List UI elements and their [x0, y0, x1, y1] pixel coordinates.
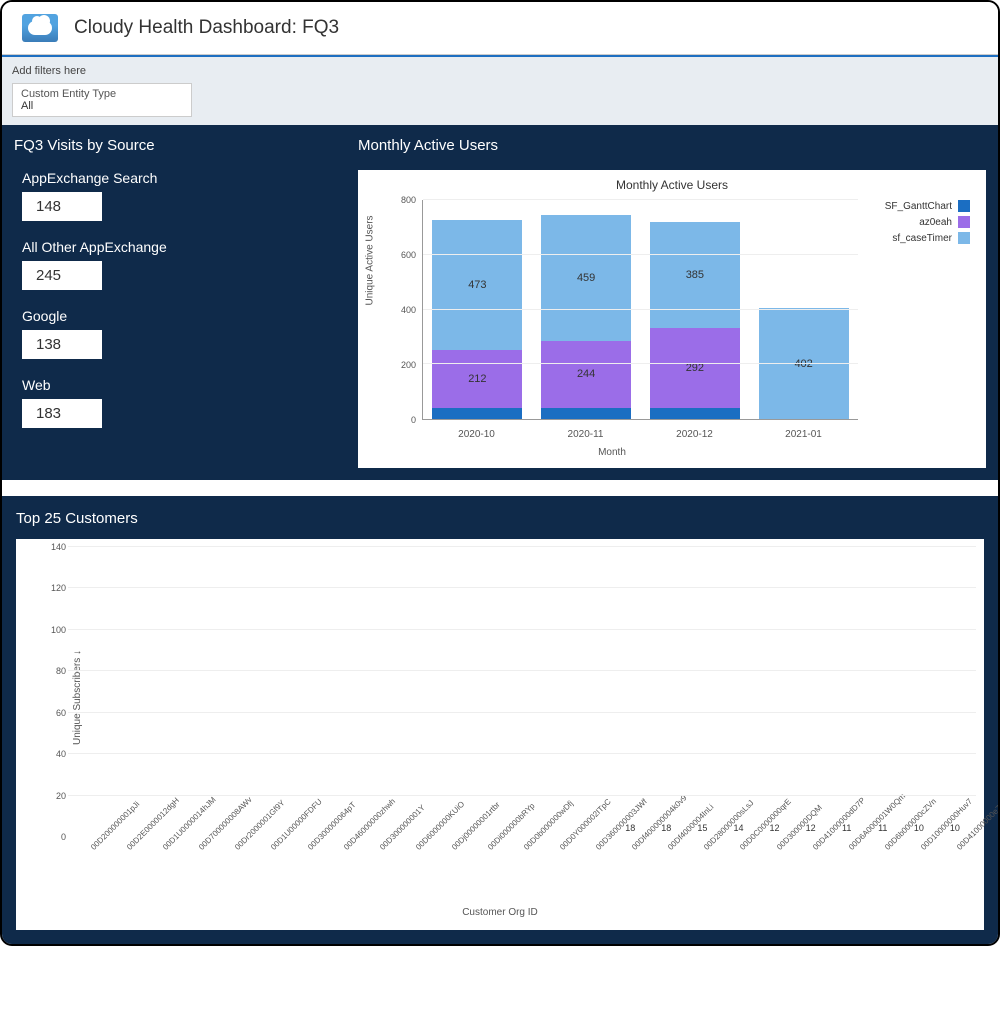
- top25-bar-value: 11: [866, 823, 900, 833]
- mau-chart: Monthly Active Users Unique Active Users…: [358, 170, 986, 468]
- mau-y-axis-label: Unique Active Users: [365, 215, 376, 305]
- top25-y-tick: 120: [51, 583, 66, 593]
- filter-bar: Add filters here Custom Entity Type All: [2, 57, 998, 125]
- visits-panel: FQ3 Visits by Source AppExchange Search 1…: [14, 137, 344, 468]
- visit-metric-label: Google: [22, 308, 344, 324]
- visit-metric: Google 138: [14, 308, 344, 359]
- visit-metric-value: 148: [22, 192, 102, 221]
- top25-bar-value: 10: [902, 823, 936, 833]
- top25-y-tick: 20: [56, 791, 66, 801]
- top25-y-tick: 0: [61, 832, 66, 842]
- mau-y-tick: 400: [401, 305, 416, 315]
- mau-bar[interactable]: 212473: [432, 200, 522, 419]
- mau-bar-segment: 473: [432, 220, 522, 350]
- legend-label: SF_GanttChart: [885, 201, 952, 212]
- mau-bar-segment: 212: [432, 350, 522, 408]
- mau-x-axis-label: Month: [366, 447, 858, 458]
- mau-bar[interactable]: 244459: [541, 200, 631, 419]
- visit-metric-value: 245: [22, 261, 102, 290]
- panel-spacer: [2, 480, 998, 496]
- visits-title: FQ3 Visits by Source: [14, 137, 344, 154]
- mau-x-tick: 2021-01: [759, 429, 849, 440]
- mau-x-tick: 2020-11: [541, 429, 631, 440]
- mau-bar-segment: [541, 408, 631, 419]
- header: Cloudy Health Dashboard: FQ3: [2, 2, 998, 55]
- legend-label: az0eah: [919, 217, 952, 228]
- visit-metric-label: AppExchange Search: [22, 170, 344, 186]
- visit-metric-label: Web: [22, 377, 344, 393]
- top25-y-tick: 140: [51, 542, 66, 552]
- top25-y-tick: 80: [56, 666, 66, 676]
- mau-panel-title: Monthly Active Users: [358, 137, 986, 154]
- filter-chip-value: All: [21, 100, 183, 112]
- top25-bar-value: 11: [830, 823, 864, 833]
- mau-chart-title: Monthly Active Users: [366, 178, 978, 192]
- dashboard-frame: Cloudy Health Dashboard: FQ3 Add filters…: [0, 0, 1000, 946]
- mau-bar[interactable]: 402: [759, 200, 849, 419]
- mau-legend: SF_GanttChart az0eah sf_caseTimer: [885, 200, 970, 248]
- legend-swatch: [958, 200, 970, 212]
- visit-metric-value: 183: [22, 399, 102, 428]
- app-logo-icon: [22, 14, 58, 42]
- legend-swatch: [958, 232, 970, 244]
- visit-metric-value: 138: [22, 330, 102, 359]
- legend-item[interactable]: SF_GanttChart: [885, 200, 970, 212]
- legend-item[interactable]: az0eah: [885, 216, 970, 228]
- top25-chart: Unique Subscribers ↓ 020406080100120140 …: [16, 539, 984, 930]
- mau-bar-segment: [650, 408, 740, 419]
- top25-bar-value: 10: [938, 823, 972, 833]
- mau-y-tick: 600: [401, 250, 416, 260]
- top25-title: Top 25 Customers: [16, 510, 984, 527]
- page-title: Cloudy Health Dashboard: FQ3: [74, 17, 339, 39]
- filter-prompt[interactable]: Add filters here: [12, 65, 988, 77]
- mau-x-tick: 2020-10: [432, 429, 522, 440]
- mau-y-tick: 800: [401, 195, 416, 205]
- filter-chip-custom-entity-type[interactable]: Custom Entity Type All: [12, 83, 192, 117]
- legend-item[interactable]: sf_caseTimer: [885, 232, 970, 244]
- visit-metric-label: All Other AppExchange: [22, 239, 344, 255]
- mau-bar-segment: [432, 408, 522, 419]
- filter-chip-label: Custom Entity Type: [21, 88, 183, 100]
- legend-label: sf_caseTimer: [892, 233, 952, 244]
- mau-bar-segment: 385: [650, 222, 740, 328]
- mau-y-tick: 200: [401, 360, 416, 370]
- mau-bar-segment: 459: [541, 215, 631, 341]
- mau-x-tick: 2020-12: [650, 429, 740, 440]
- mau-bar[interactable]: 292385: [650, 200, 740, 419]
- visit-metric: All Other AppExchange 245: [14, 239, 344, 290]
- top25-y-tick: 100: [51, 625, 66, 635]
- top25-bar-value: 12: [757, 823, 791, 833]
- visit-metric: AppExchange Search 148: [14, 170, 344, 221]
- mau-bar-segment: 292: [650, 328, 740, 408]
- top-panel: FQ3 Visits by Source AppExchange Search 1…: [2, 125, 998, 480]
- mau-y-tick: 0: [411, 415, 416, 425]
- top25-y-tick: 40: [56, 749, 66, 759]
- top25-panel: Top 25 Customers Unique Subscribers ↓ 02…: [2, 496, 998, 944]
- mau-panel: Monthly Active Users Monthly Active User…: [358, 137, 986, 468]
- legend-swatch: [958, 216, 970, 228]
- top25-x-axis-label: Customer Org ID: [24, 907, 976, 918]
- visit-metric: Web 183: [14, 377, 344, 428]
- top25-bar-value: 12: [794, 823, 828, 833]
- top25-y-tick: 60: [56, 708, 66, 718]
- mau-bar-segment: 244: [541, 341, 631, 408]
